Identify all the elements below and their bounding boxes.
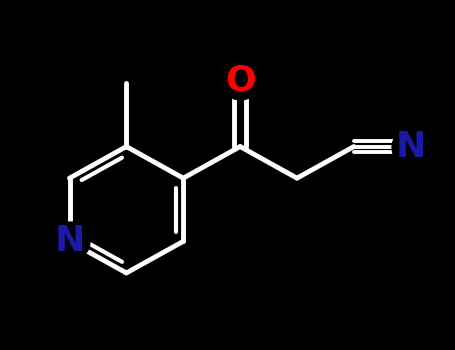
Text: N: N <box>395 130 426 163</box>
Text: O: O <box>225 63 256 97</box>
Text: N: N <box>54 224 85 258</box>
